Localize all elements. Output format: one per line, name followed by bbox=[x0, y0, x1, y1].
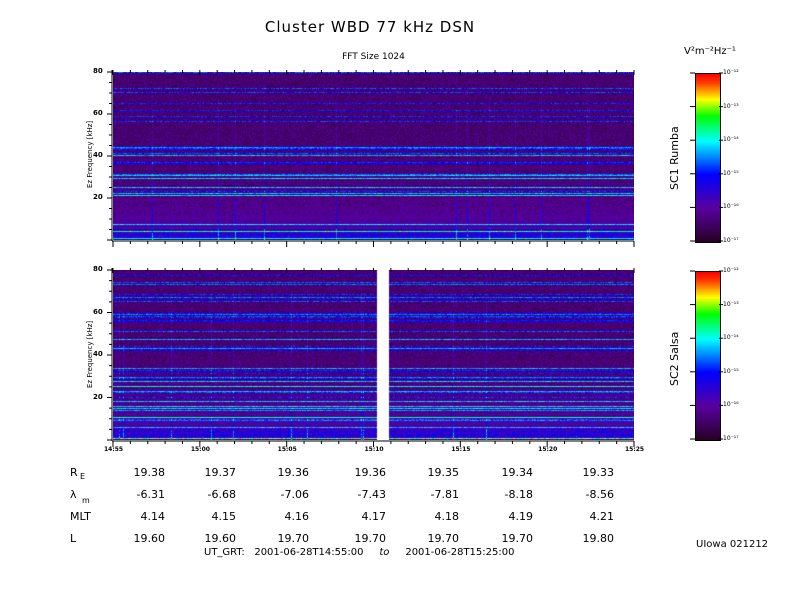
y-tick-label: 20 bbox=[93, 193, 103, 201]
ephemeris-label: λ bbox=[70, 488, 77, 501]
x-tick-label: 15:20 bbox=[538, 446, 558, 453]
time-range: UT_GRT: 2001-06-28T14:55:00 to 2001-06-2… bbox=[204, 547, 514, 558]
ephemeris-value: -7.43 bbox=[357, 488, 386, 501]
colorbar-tick-label: 10⁻¹⁷ bbox=[723, 237, 739, 244]
x-tick-label: 15:05 bbox=[277, 446, 297, 453]
colorbar-sc2 bbox=[695, 271, 721, 441]
time-range-end: 2001-06-28T15:25:00 bbox=[405, 547, 515, 558]
ephemeris-value: 19.35 bbox=[427, 466, 460, 479]
colorbar-tick-label: 10⁻¹⁵ bbox=[723, 367, 739, 375]
ephemeris-value: 4.18 bbox=[434, 510, 460, 523]
ephemeris-value: 19.70 bbox=[354, 532, 387, 545]
x-tick-label: 14:55 bbox=[104, 446, 124, 453]
ephemeris-value: 19.33 bbox=[582, 466, 615, 479]
ephemeris-value: 4.19 bbox=[508, 510, 534, 523]
footer-credit: UIowa 021212 bbox=[696, 539, 769, 550]
colorbar-tick-label: 10⁻¹⁷ bbox=[723, 435, 739, 442]
colorbar-tick-label: 10⁻¹² bbox=[723, 267, 739, 274]
ephemeris-value: 19.36 bbox=[277, 466, 310, 479]
ephemeris-value: 19.38 bbox=[133, 466, 166, 479]
ephemeris-value: 19.34 bbox=[501, 466, 534, 479]
ephemeris-value: 19.70 bbox=[277, 532, 310, 545]
ephemeris-value: -7.81 bbox=[430, 488, 459, 501]
colorbar-tick-label: 10⁻¹³ bbox=[723, 300, 739, 308]
ephemeris-value: 19.60 bbox=[133, 532, 166, 545]
spectrogram-sc1 bbox=[113, 72, 634, 240]
panel-label-sc2: SC2 Salsa bbox=[668, 331, 681, 386]
x-tick-label: 15:10 bbox=[364, 446, 384, 453]
chart-title: Cluster WBD 77 kHz DSN bbox=[264, 18, 476, 36]
time-range-label: UT_GRT: bbox=[204, 547, 245, 558]
colorbar-tick-label: 10⁻¹⁶ bbox=[723, 203, 739, 211]
ephemeris-value: 4.16 bbox=[284, 510, 310, 523]
y-tick-label: 40 bbox=[93, 350, 103, 358]
x-tick-label: 15:00 bbox=[190, 446, 210, 453]
ephemeris-value: -6.68 bbox=[207, 488, 236, 501]
x-tick-label: 15:25 bbox=[625, 446, 645, 453]
ephemeris-label: MLT bbox=[70, 510, 91, 523]
ephemeris-value: 4.14 bbox=[140, 510, 166, 523]
colorbar-tick-label: 10⁻¹⁶ bbox=[723, 401, 739, 409]
spectrogram-sc2 bbox=[113, 270, 634, 440]
y-tick-label: 80 bbox=[93, 265, 103, 273]
y-tick-label: 40 bbox=[93, 151, 103, 159]
ephemeris-value: 19.37 bbox=[204, 466, 237, 479]
y-tick-label: 60 bbox=[93, 307, 103, 316]
ephemeris-value: 19.60 bbox=[204, 532, 237, 545]
ephemeris-value: 19.80 bbox=[582, 532, 615, 545]
x-tick-label: 15:15 bbox=[451, 446, 471, 453]
y-tick-label: 20 bbox=[93, 392, 103, 401]
colorbar-tick-label: 10⁻¹² bbox=[723, 69, 739, 76]
colorbar-tick-label: 10⁻¹⁴ bbox=[723, 334, 739, 342]
ephemeris-sub: E bbox=[80, 472, 86, 481]
panel-label-sc1: SC1 Rumba bbox=[668, 126, 681, 190]
ephemeris-value: -8.56 bbox=[585, 488, 614, 501]
ephemeris-value: -7.06 bbox=[280, 488, 309, 501]
ephemeris-label: R bbox=[70, 466, 78, 479]
ephemeris-value: 4.15 bbox=[211, 510, 237, 523]
ephemeris-sub: m bbox=[82, 496, 90, 505]
ephemeris-value: 19.70 bbox=[427, 532, 460, 545]
time-range-to: to bbox=[379, 547, 390, 558]
ephemeris-label: L bbox=[70, 532, 77, 545]
ephemeris-value: 4.21 bbox=[589, 510, 615, 523]
colorbar-unit: V²m⁻²Hz⁻¹ bbox=[684, 46, 736, 57]
ephemeris-value: -6.31 bbox=[136, 488, 165, 501]
ephemeris-value: 19.36 bbox=[354, 466, 387, 479]
colorbar-tick-label: 10⁻¹⁴ bbox=[723, 136, 739, 144]
y-tick-label: 60 bbox=[93, 109, 103, 117]
colorbar-tick-label: 10⁻¹⁵ bbox=[723, 169, 739, 177]
ephemeris-value: 19.70 bbox=[501, 532, 534, 545]
ephemeris-value: -8.18 bbox=[504, 488, 533, 501]
colorbar-sc1 bbox=[695, 73, 721, 243]
time-range-start: 2001-06-28T14:55:00 bbox=[254, 547, 364, 558]
colorbar-tick-label: 10⁻¹³ bbox=[723, 102, 739, 110]
chart-subtitle: FFT Size 1024 bbox=[342, 52, 405, 62]
y-tick-label: 80 bbox=[93, 67, 103, 75]
ephemeris-value: 4.17 bbox=[361, 510, 387, 523]
